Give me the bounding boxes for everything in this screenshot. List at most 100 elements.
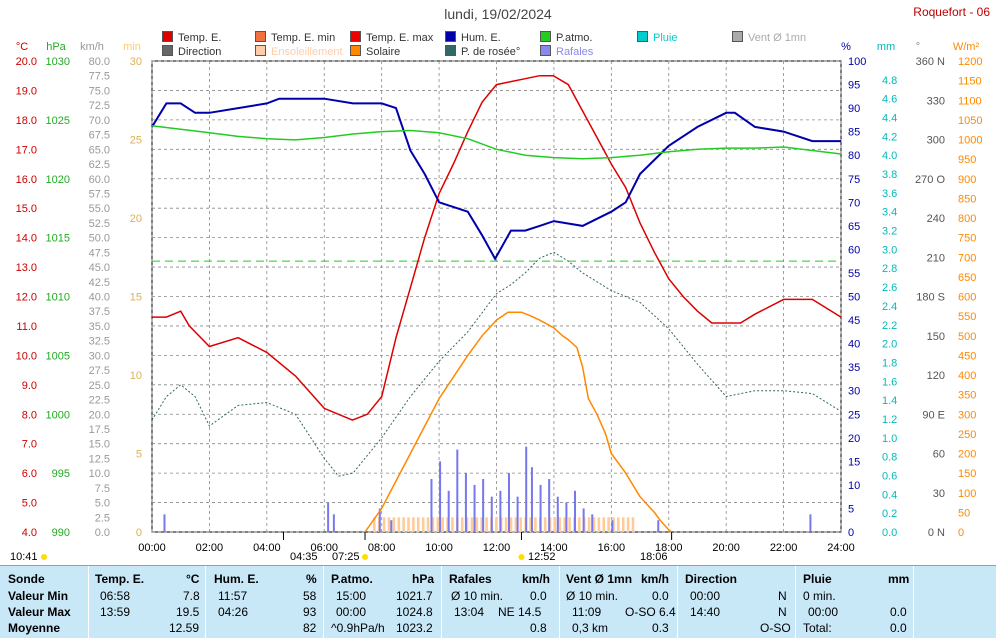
hdr-pres-unit: hPa	[412, 572, 435, 586]
axis-tick-hum: 5	[848, 503, 854, 515]
legend-item: Pluie	[637, 31, 677, 44]
sunshine-bar	[397, 517, 401, 532]
legend-item: Temp. E. min	[255, 31, 335, 44]
x-tick-label: 00:00	[138, 542, 166, 554]
axis-tick-rain: 2.4	[882, 301, 897, 313]
gust-bar	[163, 514, 166, 532]
hdr-hum-unit: %	[306, 572, 317, 586]
axis-tick-dir: 300	[927, 135, 945, 147]
axis-tick-wind: 50.0	[89, 233, 110, 245]
axis-tick-hum: 95	[848, 80, 860, 92]
axis-tick-pressure: 990	[52, 527, 70, 539]
min-rain-time: 0 min.	[803, 589, 836, 603]
sunshine-bar	[587, 517, 591, 532]
axis-tick-wind: 5.0	[95, 498, 110, 510]
legend-label: Temp. E.	[178, 32, 222, 44]
gust-bar	[657, 520, 660, 532]
axis-tick-rain: 4.4	[882, 113, 897, 125]
sunshine-bar	[592, 517, 596, 532]
axis-unit-rain: mm	[877, 41, 895, 53]
max-wind-time: 11:09	[572, 605, 602, 619]
hdr-sonde: Sonde	[8, 572, 45, 586]
axis-tick-rain: 1.8	[882, 357, 897, 369]
sunrise-mark: 04:35	[290, 551, 318, 563]
axis-tick-temp: 9.0	[22, 380, 37, 392]
sunshine-bar	[509, 517, 513, 532]
row-max-label: Valeur Max	[8, 605, 71, 619]
sunshine-bar	[460, 517, 464, 532]
axis-tick-rain: 2.0	[882, 339, 897, 351]
legend-swatch	[255, 45, 266, 56]
legend-swatch	[540, 45, 551, 56]
axis-tick-rain: 0.6	[882, 470, 897, 482]
series-hum-e-	[151, 97, 841, 261]
legend-item: Vent Ø 1mn	[732, 31, 806, 44]
sunshine-bar	[626, 517, 630, 532]
sunshine-bar	[431, 517, 435, 532]
axis-tick-solar: 250	[958, 429, 976, 441]
axis-tick-wind: 52.5	[89, 218, 110, 230]
gust-bar	[499, 490, 502, 532]
gust-bar	[582, 508, 585, 532]
hdr-wind: Vent Ø 1mn	[566, 572, 633, 586]
axis-tick-pressure: 1030	[46, 56, 70, 68]
x-tick-label: 14:00	[540, 542, 568, 554]
x-tick-label: 24:00	[827, 542, 855, 554]
max-hum-value: 93	[303, 605, 317, 619]
sunshine-bar	[392, 517, 396, 532]
sunshine-bar	[529, 517, 532, 532]
axis-tick-solar: 800	[958, 213, 976, 225]
series-p-de-ros-e-	[151, 251, 842, 477]
axis-tick-hum: 45	[848, 315, 860, 327]
avg-pres-value: 1023.2	[396, 621, 433, 635]
axis-tick-hum: 30	[848, 386, 860, 398]
sunshine-bar	[514, 517, 518, 532]
gust-bar	[556, 496, 559, 532]
axis-unit-wind: km/h	[80, 41, 104, 53]
axis-tick-temp: 6.0	[22, 468, 37, 480]
legend-label: P.atmo.	[556, 32, 593, 44]
axis-tick-hum: 65	[848, 221, 860, 233]
legend-item: Direction	[162, 45, 221, 58]
min-pres-value: 1021.7	[396, 589, 433, 603]
axis-tick-rain: 0.8	[882, 452, 897, 464]
noon-icon	[518, 554, 525, 560]
legend-label: Ensoleillement	[271, 46, 343, 58]
axis-tick-solar: 450	[958, 350, 976, 362]
axis-tick-wind: 72.5	[89, 100, 110, 112]
axis-tick-hum: 20	[848, 433, 860, 445]
min-dir-value: N	[778, 589, 787, 603]
row-min-label: Valeur Min	[8, 589, 69, 603]
axis-tick-wind: 75.0	[89, 85, 110, 97]
gust-bar	[390, 520, 393, 532]
sunshine-bar	[387, 517, 391, 532]
sunshine-bar	[426, 517, 430, 532]
avg-rain-label: Total:	[803, 621, 832, 635]
sunshine-bar	[436, 517, 440, 532]
sunshine-bar	[558, 517, 562, 532]
legend-label: Vent Ø 1mn	[748, 32, 807, 44]
axis-tick-wind: 32.5	[89, 336, 110, 348]
axis-tick-pressure: 1020	[46, 174, 70, 186]
axis-tick-dir: 210	[927, 252, 945, 264]
max-gust-time: 13:04	[454, 605, 485, 619]
sunshine-bar	[543, 517, 547, 532]
min-temp-time: 06:58	[100, 589, 131, 603]
sunshine-bar	[480, 517, 484, 532]
axis-tick-solar: 650	[958, 272, 976, 284]
gust-bar	[809, 514, 812, 532]
axis-tick-rain: 0.2	[882, 508, 897, 520]
legend-swatch	[162, 31, 173, 42]
axis-tick-hum: 100	[848, 56, 866, 68]
sunrise-time: 07:25	[332, 551, 360, 563]
axis-tick-solar: 200	[958, 449, 976, 461]
axis-tick-minutes: 20	[130, 213, 142, 225]
min-hum-value: 58	[303, 589, 317, 603]
x-tick-label: 20:00	[712, 542, 740, 554]
axis-tick-solar: 700	[958, 252, 976, 264]
max-rain-value: 0.0	[890, 605, 907, 619]
gust-bar	[516, 496, 519, 532]
avg-hum-value: 82	[303, 621, 317, 635]
sunshine-bar	[621, 517, 625, 532]
axis-tick-hum: 50	[848, 292, 860, 304]
